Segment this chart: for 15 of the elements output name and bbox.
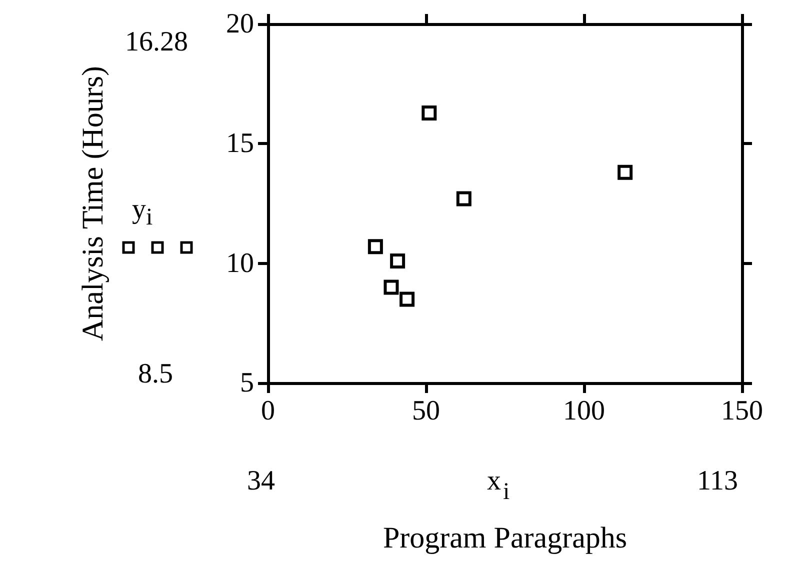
text: 8.5	[138, 358, 173, 390]
text: 34	[247, 466, 275, 496]
y-tick-label: 20	[226, 8, 254, 40]
x-tick-label: 150	[721, 396, 763, 426]
x-tick-label: 0	[261, 396, 275, 426]
x-axis-title: Program Paragraphs	[382, 522, 628, 554]
text: y$_{i}$	[132, 194, 153, 231]
text: 113	[697, 466, 738, 496]
y-tick-label: 5	[240, 368, 254, 398]
x-tick-label: 100	[563, 396, 605, 426]
y-tick-label: 10	[226, 248, 254, 279]
x-tick-label: 50	[412, 396, 440, 426]
y-axis-title: Analysis Time (Hours)	[76, 66, 110, 342]
text: 16.28	[125, 26, 188, 58]
y-tick-label: 15	[226, 128, 254, 160]
